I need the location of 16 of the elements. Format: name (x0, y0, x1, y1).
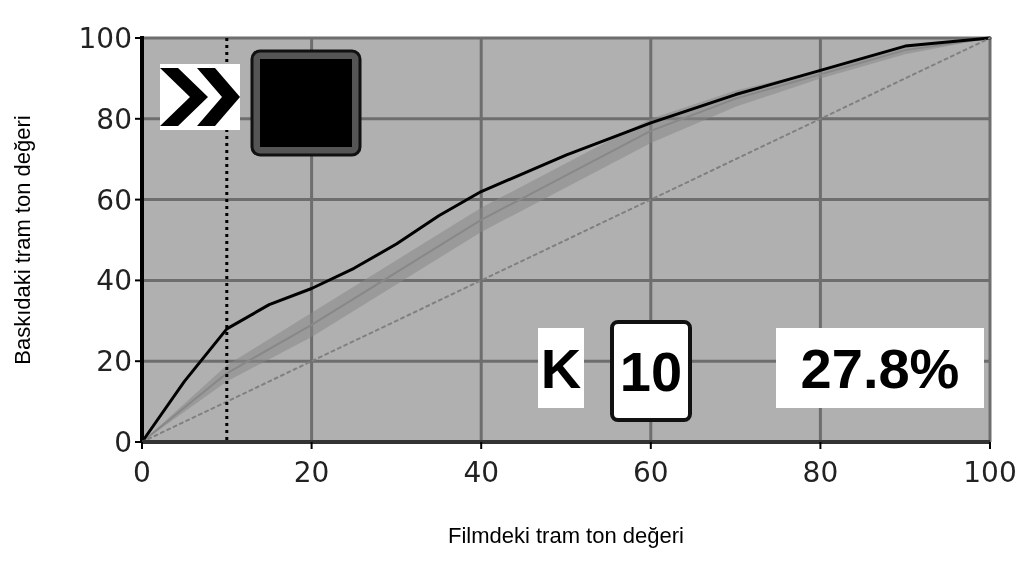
y-axis-title: Baskıdaki tram ton değeri (10, 115, 35, 365)
x-tick-label: 100 (963, 456, 1017, 489)
annotation: K (540, 337, 582, 400)
y-tick-label: 0 (114, 426, 132, 459)
y-tick-label: 100 (78, 22, 132, 55)
y-tick-label: 60 (96, 183, 132, 217)
x-tick-label: 60 (632, 456, 669, 489)
y-tick-label: 80 (96, 102, 132, 136)
x-tick-label: 80 (802, 456, 839, 489)
x-axis-title: Filmdeki tram ton değeri (448, 523, 684, 548)
x-tick-label: 40 (463, 456, 500, 489)
y-tick-label: 40 (96, 264, 132, 298)
annotation: 10 (619, 340, 683, 403)
x-tick-label: 20 (293, 456, 330, 489)
y-tick-label: 20 (96, 345, 132, 379)
annotation: 27.8% (800, 337, 960, 400)
